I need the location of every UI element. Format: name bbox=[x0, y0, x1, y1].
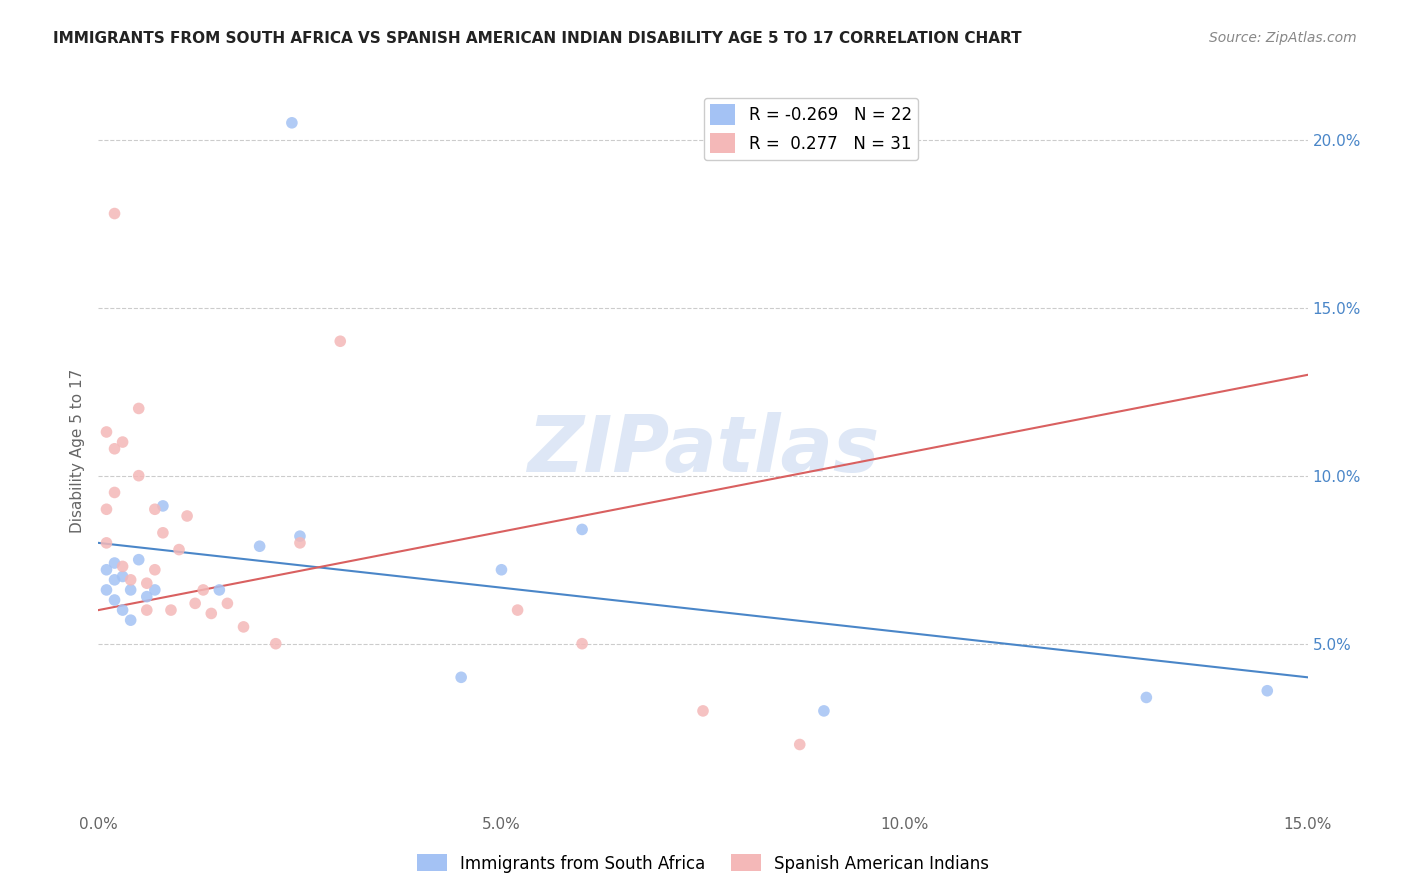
Point bbox=[96, 563, 118, 577]
Point bbox=[288, 529, 311, 543]
Point bbox=[217, 596, 239, 610]
Point bbox=[1256, 683, 1278, 698]
Text: IMMIGRANTS FROM SOUTH AFRICA VS SPANISH AMERICAN INDIAN DISABILITY AGE 5 TO 17 C: IMMIGRANTS FROM SOUTH AFRICA VS SPANISH … bbox=[53, 31, 1022, 46]
Y-axis label: Disability Age 5 to 17: Disability Age 5 to 17 bbox=[69, 368, 84, 533]
Text: ZIPatlas: ZIPatlas bbox=[527, 412, 879, 489]
Point bbox=[450, 670, 472, 684]
Point bbox=[813, 704, 835, 718]
Point bbox=[135, 590, 157, 604]
Point bbox=[111, 559, 134, 574]
Point bbox=[111, 603, 134, 617]
Point bbox=[103, 593, 125, 607]
Point bbox=[96, 502, 118, 516]
Point bbox=[103, 573, 125, 587]
Point bbox=[789, 738, 811, 752]
Point bbox=[200, 607, 222, 621]
Point bbox=[135, 576, 157, 591]
Point bbox=[571, 523, 593, 537]
Point bbox=[120, 582, 142, 597]
Point bbox=[288, 536, 311, 550]
Point bbox=[193, 582, 215, 597]
Point bbox=[692, 704, 714, 718]
Point bbox=[143, 582, 166, 597]
Point bbox=[571, 637, 593, 651]
Point bbox=[96, 536, 118, 550]
Point bbox=[103, 485, 125, 500]
Point bbox=[111, 569, 134, 583]
Point bbox=[167, 542, 190, 557]
Point bbox=[128, 401, 150, 416]
Point bbox=[160, 603, 183, 617]
Point bbox=[184, 596, 207, 610]
Point bbox=[152, 525, 174, 540]
Point bbox=[111, 435, 134, 450]
Point bbox=[143, 502, 166, 516]
Point bbox=[128, 468, 150, 483]
Point bbox=[1135, 690, 1157, 705]
Point bbox=[329, 334, 352, 349]
Point bbox=[281, 116, 304, 130]
Point bbox=[249, 539, 271, 553]
Point bbox=[96, 425, 118, 439]
Point bbox=[120, 573, 142, 587]
Point bbox=[103, 556, 125, 570]
Point bbox=[506, 603, 529, 617]
Point bbox=[491, 563, 513, 577]
Point bbox=[232, 620, 254, 634]
Point bbox=[152, 499, 174, 513]
Point bbox=[264, 637, 287, 651]
Point bbox=[96, 582, 118, 597]
Point bbox=[103, 206, 125, 220]
Point bbox=[128, 552, 150, 566]
Point bbox=[143, 563, 166, 577]
Point bbox=[120, 613, 142, 627]
Text: Source: ZipAtlas.com: Source: ZipAtlas.com bbox=[1209, 31, 1357, 45]
Legend: Immigrants from South Africa, Spanish American Indians: Immigrants from South Africa, Spanish Am… bbox=[411, 847, 995, 880]
Point bbox=[176, 508, 198, 523]
Point bbox=[103, 442, 125, 456]
Point bbox=[135, 603, 157, 617]
Legend: R = -0.269   N = 22, R =  0.277   N = 31: R = -0.269 N = 22, R = 0.277 N = 31 bbox=[703, 97, 918, 160]
Point bbox=[208, 582, 231, 597]
